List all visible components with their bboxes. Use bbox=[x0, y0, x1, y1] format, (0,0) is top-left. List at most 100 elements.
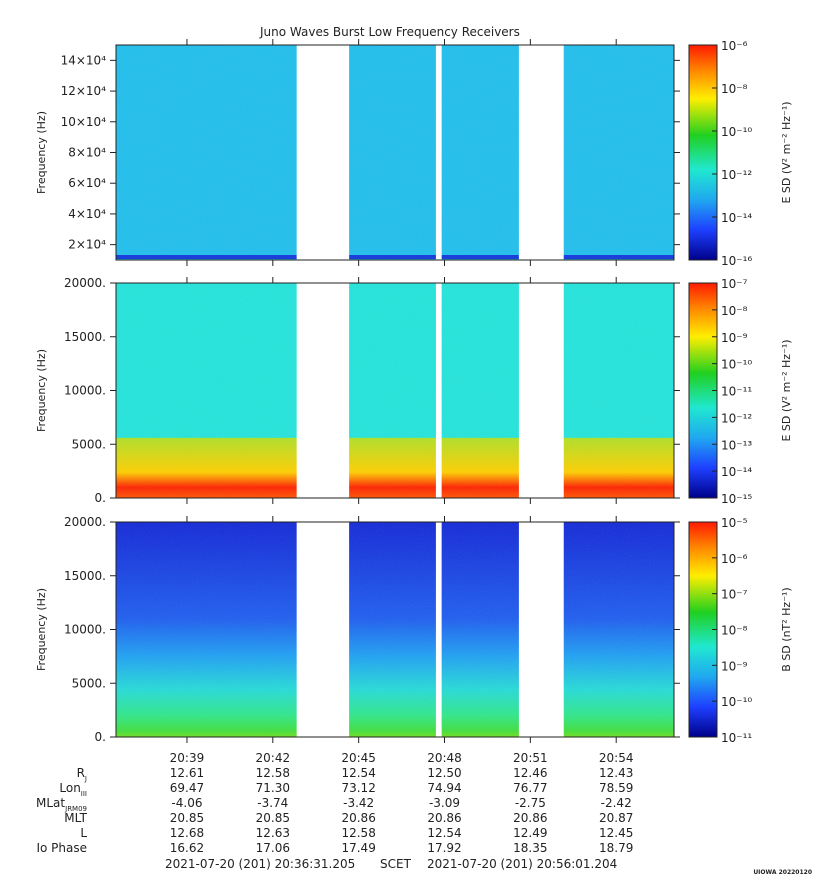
colorbar-tick-label-1-3: 10⁻¹⁰ bbox=[721, 125, 752, 139]
ephemeris-value-4-5: 20.86 bbox=[513, 811, 547, 825]
ephemeris-label-sub: J bbox=[84, 775, 87, 783]
ephemeris-table: RJ 12.61 12.58 12.54 12.50 12.46 12.43 LonIII 69… bbox=[36, 766, 633, 855]
figure: Juno Waves Burst Low Frequency Receivers… bbox=[0, 0, 815, 880]
ephemeris-value-5-2: 12.63 bbox=[256, 826, 290, 840]
ephemeris-value-1-5: 12.46 bbox=[513, 766, 547, 780]
low-band-1 bbox=[116, 255, 674, 259]
ephemeris-label-sub: III bbox=[81, 790, 87, 798]
ephemeris-value-2-4: 74.94 bbox=[427, 781, 461, 795]
colorbar-tick-label-3-1: 10⁻⁵ bbox=[721, 516, 748, 530]
ephemeris-value-6-6: 18.79 bbox=[599, 841, 633, 855]
ephemeris-label-6: Io Phase bbox=[36, 841, 87, 855]
colorbar-tick-label-3-3: 10⁻⁷ bbox=[721, 588, 748, 602]
data-gap-1-1 bbox=[297, 45, 349, 261]
speckle-2 bbox=[116, 283, 674, 498]
time-tick-label-4: 20:48 bbox=[427, 751, 462, 765]
colorbar-tick-label-2-4: 10⁻¹⁰ bbox=[721, 358, 752, 372]
ephemeris-value-5-3: 12.58 bbox=[341, 826, 375, 840]
ephemeris-label-4: MLT bbox=[64, 811, 87, 825]
colorbar-tick-label-2-3: 10⁻⁹ bbox=[721, 331, 748, 345]
colorbar-label-1: E SD (V² m⁻² Hz⁻¹) bbox=[780, 101, 793, 203]
y-tick-label-1-5: 10×10⁴ bbox=[61, 115, 107, 129]
ephemeris-value-1-3: 12.54 bbox=[341, 766, 375, 780]
colorbar-tick-label-2-9: 10⁻¹⁵ bbox=[721, 492, 752, 506]
y-tick-label-1-1: 2×10⁴ bbox=[68, 238, 106, 252]
y-tick-label-2-5: 20000. bbox=[64, 276, 106, 290]
y-tick-label-2-4: 15000. bbox=[64, 330, 106, 344]
y-tick-label-3-5: 20000. bbox=[64, 515, 106, 529]
data-gap-3-3 bbox=[519, 522, 564, 738]
ephemeris-label-main: R bbox=[77, 766, 85, 780]
ephemeris-value-2-3: 73.12 bbox=[341, 781, 375, 795]
time-tick-label-6: 20:54 bbox=[599, 751, 634, 765]
y-tick-label-3-1: 0. bbox=[95, 730, 106, 744]
colorbar-tick-label-1-5: 10⁻¹⁴ bbox=[721, 211, 752, 225]
time-axis: 20:39 20:42 20:45 20:48 20:51 20:54 bbox=[170, 751, 634, 765]
time-tick-label-1: 20:39 bbox=[170, 751, 205, 765]
ephemeris-value-4-3: 20.86 bbox=[341, 811, 375, 825]
y-tick-label-1-4: 8×10⁴ bbox=[68, 146, 106, 160]
data-gap-2-1 bbox=[297, 283, 349, 499]
ephemeris-value-1-4: 12.50 bbox=[427, 766, 461, 780]
data-gap-1-3 bbox=[519, 45, 564, 261]
data-gap-2-2 bbox=[436, 283, 442, 499]
colorbar-tick-label-1-4: 10⁻¹² bbox=[721, 168, 752, 182]
colorbar-1 bbox=[689, 45, 717, 260]
footer: 2021-07-20 (201) 20:36:31.205 SCET 2021-07… bbox=[165, 857, 617, 871]
panel-2: 0. 5000. 10000. 15000. 20000. Frequency (Hz) 1… bbox=[35, 276, 793, 506]
colorbar-tick-label-2-6: 10⁻¹² bbox=[721, 411, 752, 425]
data-gap-2-3 bbox=[519, 283, 564, 499]
data-gap-3-1 bbox=[297, 522, 349, 738]
y-axis-label-1: Frequency (Hz) bbox=[35, 111, 48, 194]
ephemeris-value-2-1: 69.47 bbox=[170, 781, 204, 795]
colorbar-tick-label-2-1: 10⁻⁷ bbox=[721, 277, 748, 291]
ephemeris-value-6-3: 17.49 bbox=[341, 841, 375, 855]
y-tick-label-2-3: 10000. bbox=[64, 384, 106, 398]
y-axis-label-3: Frequency (Hz) bbox=[35, 588, 48, 671]
data-gap-3-2 bbox=[436, 522, 442, 738]
ephemeris-label-main: MLat bbox=[36, 796, 65, 810]
y-axis-label-2: Frequency (Hz) bbox=[35, 349, 48, 432]
time-tick-label-2: 20:42 bbox=[256, 751, 291, 765]
y-tick-label-3-3: 10000. bbox=[64, 623, 106, 637]
ephemeris-value-3-2: -3.74 bbox=[257, 796, 288, 810]
ephemeris-value-4-1: 20.85 bbox=[170, 811, 204, 825]
colorbar-tick-label-3-6: 10⁻¹⁰ bbox=[721, 695, 752, 709]
ephemeris-value-4-6: 20.87 bbox=[599, 811, 633, 825]
panel-1: 2×10⁴4×10⁴6×10⁴8×10⁴10×10⁴12×10⁴14×10⁴Fr… bbox=[35, 39, 793, 268]
ephemeris-value-6-1: 16.62 bbox=[170, 841, 204, 855]
y-tick-label-1-7: 14×10⁴ bbox=[61, 53, 107, 67]
ephemeris-value-3-5: -2.75 bbox=[515, 796, 546, 810]
ephemeris-value-5-6: 12.45 bbox=[599, 826, 633, 840]
ephemeris-value-5-5: 12.49 bbox=[513, 826, 547, 840]
ephemeris-label-5: L bbox=[80, 826, 87, 840]
colorbar-tick-label-3-2: 10⁻⁶ bbox=[721, 552, 748, 566]
y-tick-label-3-2: 5000. bbox=[72, 676, 106, 690]
colorbar-tick-label-1-1: 10⁻⁶ bbox=[721, 39, 748, 53]
ephemeris-value-3-6: -2.42 bbox=[601, 796, 632, 810]
ephemeris-value-3-4: -3.09 bbox=[429, 796, 460, 810]
time-tick-label-3: 20:45 bbox=[341, 751, 376, 765]
y-tick-label-1-3: 6×10⁴ bbox=[68, 176, 106, 190]
ephemeris-value-6-5: 18.35 bbox=[513, 841, 547, 855]
colorbar-tick-label-2-7: 10⁻¹³ bbox=[721, 438, 752, 452]
colorbar-tick-label-3-4: 10⁻⁸ bbox=[721, 624, 748, 638]
colorbar-label-2: E SD (V² m⁻² Hz⁻¹) bbox=[780, 339, 793, 441]
ephemeris-value-5-1: 12.68 bbox=[170, 826, 204, 840]
ephemeris-value-1-1: 12.61 bbox=[170, 766, 204, 780]
y-tick-label-3-4: 15000. bbox=[64, 569, 106, 583]
ephemeris-label-main: Lon bbox=[59, 781, 80, 795]
ephemeris-value-5-4: 12.54 bbox=[427, 826, 461, 840]
ephemeris-value-6-4: 17.92 bbox=[427, 841, 461, 855]
ephemeris-value-4-2: 20.85 bbox=[256, 811, 290, 825]
data-gap-1-2 bbox=[436, 45, 442, 261]
ephemeris-value-1-2: 12.58 bbox=[256, 766, 290, 780]
ephemeris-value-3-1: -4.06 bbox=[171, 796, 202, 810]
spectrogram-figure: 2×10⁴4×10⁴6×10⁴8×10⁴10×10⁴12×10⁴14×10⁴Fr… bbox=[0, 0, 815, 880]
footer-end: 2021-07-20 (201) 20:56:01.204 bbox=[427, 857, 617, 871]
colorbar-label-3: B SD (nT² Hz⁻¹) bbox=[780, 587, 793, 671]
speckle-3 bbox=[116, 522, 674, 737]
colorbar-tick-label-1-2: 10⁻⁸ bbox=[721, 82, 748, 96]
ephemeris-value-4-4: 20.86 bbox=[427, 811, 461, 825]
ephemeris-value-2-5: 76.77 bbox=[513, 781, 547, 795]
